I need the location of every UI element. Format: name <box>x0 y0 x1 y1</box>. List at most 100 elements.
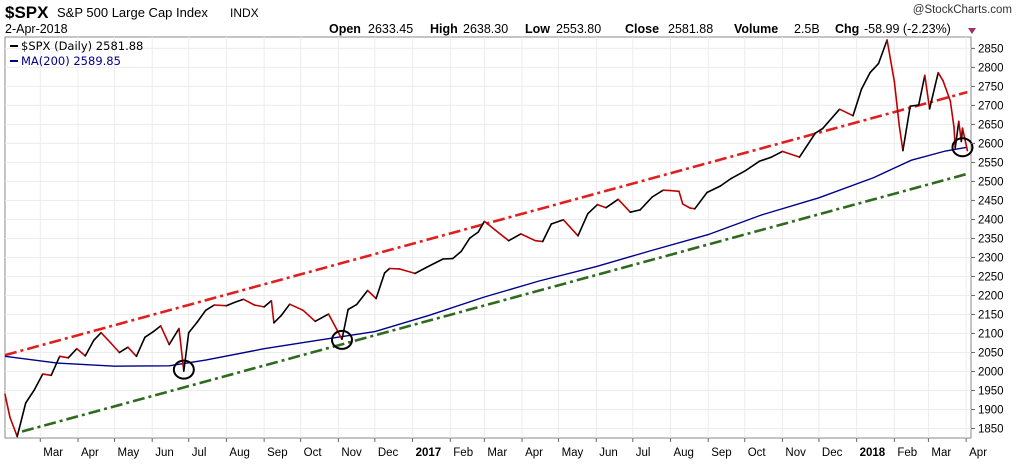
price-segment <box>639 196 654 211</box>
series-group <box>4 39 969 438</box>
price-segment <box>375 272 386 300</box>
y-tick-label: 2850 <box>978 43 1004 55</box>
y-tick-label: 2500 <box>978 176 1004 188</box>
change-value: -58.99 (-2.23%) <box>864 22 951 36</box>
x-tick-label: Sep <box>711 447 731 459</box>
price-segment <box>242 298 256 306</box>
price-segment <box>681 203 691 209</box>
price-segment <box>669 189 680 193</box>
price-segment <box>253 304 265 308</box>
x-tick-label: Dec <box>822 447 843 459</box>
price-segment <box>58 355 70 359</box>
y-tick-label: 2550 <box>978 157 1004 169</box>
circle-marker <box>331 329 354 350</box>
price-segment <box>110 342 121 354</box>
high-label: High <box>430 22 458 36</box>
down-triangle-icon <box>968 28 976 34</box>
price-segment <box>758 156 773 163</box>
circle-marker <box>172 359 195 380</box>
y-tick-label: 1900 <box>978 404 1004 416</box>
price-segment <box>719 177 733 187</box>
price-segment <box>135 336 146 358</box>
close-value: 2581.88 <box>668 22 713 36</box>
y-tick-label: 1950 <box>978 385 1004 397</box>
price-segment <box>426 258 444 268</box>
price-segment <box>159 325 170 346</box>
price-segment <box>745 160 761 172</box>
x-tick-label: Apr <box>969 447 987 459</box>
price-segment <box>168 327 180 346</box>
x-tick-label: Jun <box>155 447 174 459</box>
chart-date: 2-Apr-2018 <box>5 22 68 36</box>
price-segment <box>16 402 27 438</box>
marker-group <box>172 137 974 380</box>
price-segment <box>483 220 497 231</box>
price-segment <box>451 250 463 260</box>
price-segment <box>414 266 429 275</box>
x-tick-label: May <box>117 447 139 459</box>
price-segment <box>706 185 722 194</box>
y-tick-label: 2100 <box>978 328 1004 340</box>
price-segment <box>877 39 888 65</box>
y-tick-label: 2150 <box>978 309 1004 321</box>
x-tick-label: 2017 <box>416 447 442 459</box>
x-tick-label: Oct <box>304 447 323 459</box>
price-segment <box>347 303 358 311</box>
price-segment <box>852 88 863 117</box>
price-segment <box>84 339 95 357</box>
price-segment <box>234 298 245 304</box>
price-segment <box>280 303 291 317</box>
y-tick-label: 2800 <box>978 62 1004 74</box>
price-segment <box>909 104 920 107</box>
x-tick-label: Mar <box>43 447 63 459</box>
x-tick-label: 2018 <box>860 447 886 459</box>
y-tick-label: 2400 <box>978 214 1004 226</box>
y-tick-label: 2650 <box>978 119 1004 131</box>
x-tick-label: Jun <box>599 447 618 459</box>
price-segment <box>541 223 553 243</box>
price-segment <box>187 321 198 334</box>
x-tick-label: Apr <box>81 447 99 459</box>
high-value: 2638.30 <box>463 22 508 36</box>
price-segment <box>693 191 708 210</box>
price-segment <box>468 231 480 239</box>
exchange-label: INDX <box>230 6 259 20</box>
x-tick-label: Aug <box>673 447 693 459</box>
price-segment <box>651 189 665 198</box>
x-tick-label: Jul <box>636 447 651 459</box>
open-value: 2633.45 <box>368 22 413 36</box>
resistance-trendline <box>4 90 968 357</box>
price-segment <box>923 74 931 110</box>
price-segment <box>678 190 684 205</box>
volume-value: 2.5B <box>794 22 820 36</box>
price-segment <box>898 124 904 152</box>
x-tick-label: Jul <box>192 447 207 459</box>
price-segment <box>629 209 641 213</box>
low-label: Low <box>525 22 550 36</box>
y-tick-label: 2350 <box>978 233 1004 245</box>
legend-ma-label: MA(200) 2589.85 <box>21 54 121 68</box>
price-segment <box>550 219 565 225</box>
price-segment <box>507 233 522 242</box>
y-tick-label: 2600 <box>978 138 1004 150</box>
x-tick-label: Feb <box>453 447 473 459</box>
price-segment <box>144 330 155 339</box>
price-segment <box>586 203 599 215</box>
stockcharts-logo: @StockCharts.com <box>913 4 1012 16</box>
price-segment <box>196 309 207 323</box>
price-segment <box>4 393 11 418</box>
price-segment <box>730 169 747 180</box>
price-segment <box>314 313 330 323</box>
x-tick-label: Dec <box>378 447 399 459</box>
x-tick-label: Nov <box>341 447 362 459</box>
price-segment <box>534 239 544 243</box>
price-segment <box>288 303 304 312</box>
price-segment <box>270 299 275 324</box>
price-segment <box>954 120 960 149</box>
price-segment <box>942 79 952 102</box>
price-segment <box>355 289 369 306</box>
price-segment <box>860 71 871 90</box>
price-segment <box>460 237 471 253</box>
x-tick-label: Nov <box>785 447 806 459</box>
